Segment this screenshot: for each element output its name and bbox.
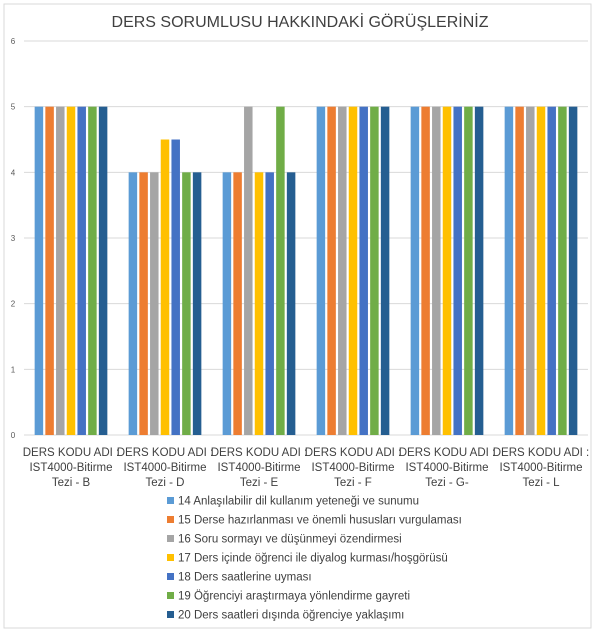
legend-entry: 20 Ders saatleri dışında öğrenciye yakla… xyxy=(178,610,404,622)
x-tick-label: IST4000-Bitirme xyxy=(405,462,488,474)
legend-swatch xyxy=(167,497,174,504)
x-tick-label: IST4000-Bitirme xyxy=(311,462,394,474)
bar xyxy=(547,106,556,436)
x-tick-label: Tezi - L xyxy=(522,477,560,489)
bar xyxy=(558,106,567,436)
gridlines: 0 1 2 3 4 5 6 xyxy=(11,37,588,440)
bar xyxy=(150,172,159,436)
bar xyxy=(421,106,430,436)
bar xyxy=(66,106,76,436)
bar xyxy=(410,106,420,436)
x-tick-label: Tezi - G- xyxy=(425,477,469,489)
bar xyxy=(464,106,473,436)
bar xyxy=(359,106,368,436)
bar xyxy=(327,106,336,436)
y-tick-label: 1 xyxy=(11,365,16,374)
x-tick-label: DERS KODU ADI : xyxy=(399,447,496,459)
x-tick-label: Tezi - B xyxy=(52,477,91,489)
y-tick-label: 2 xyxy=(11,300,16,309)
legend-swatch xyxy=(167,554,174,561)
bar xyxy=(370,106,379,436)
bar xyxy=(222,172,232,436)
bar xyxy=(128,172,138,436)
bar xyxy=(244,106,253,436)
x-tick-label: Tezi - D xyxy=(146,477,185,489)
bar xyxy=(233,172,242,436)
x-tick-label: Tezi - F xyxy=(334,477,372,489)
x-tick-label: DERS KODU ADI : xyxy=(117,447,214,459)
bar xyxy=(265,172,274,436)
bar xyxy=(171,139,180,435)
bars xyxy=(34,106,578,436)
x-tick-label: DERS KODU ADI : xyxy=(23,447,120,459)
bar xyxy=(88,106,97,436)
y-tick-label: 5 xyxy=(11,103,16,112)
chart-title: DERS SORUMLUSU HAKKINDAKİ GÖRÜŞLERİNİZ xyxy=(112,12,489,31)
y-tick-label: 0 xyxy=(11,431,16,440)
x-tick-label: IST4000-Bitirme xyxy=(29,462,112,474)
bar xyxy=(474,106,484,436)
bar xyxy=(348,106,358,436)
bar xyxy=(316,106,326,436)
bar xyxy=(192,172,202,436)
x-tick-label: IST4000-Bitirme xyxy=(123,462,206,474)
legend-entry: 18 Ders saatlerine uyması xyxy=(178,572,312,584)
y-tick-label: 6 xyxy=(11,37,16,46)
bar xyxy=(34,106,44,436)
bar xyxy=(77,106,86,436)
x-tick-label: DERS KODU ADI : xyxy=(305,447,402,459)
x-tick-label: IST4000-Bitirme xyxy=(217,462,300,474)
bar xyxy=(504,106,514,436)
bar xyxy=(536,106,546,436)
bar xyxy=(98,106,108,436)
x-tick-label: IST4000-Bitirme xyxy=(499,462,582,474)
bar xyxy=(338,106,347,436)
x-tick-label: DERS KODU ADI : xyxy=(493,447,590,459)
legend-entry: 19 Öğrenciyi araştırmaya yönlendirme gay… xyxy=(178,591,410,603)
legend-entry: 14 Anlaşılabilir dil kullanım yeteneği v… xyxy=(178,496,419,508)
bar xyxy=(526,106,535,436)
bar xyxy=(254,172,264,436)
legend-swatch xyxy=(167,592,174,599)
bar xyxy=(286,172,296,436)
legend-entry: 15 Derse hazırlanması ve önemli hususlar… xyxy=(178,515,462,527)
bar xyxy=(568,106,578,436)
x-tick-label: Tezi - E xyxy=(240,477,279,489)
x-tick-label: DERS KODU ADI : xyxy=(211,447,308,459)
bar xyxy=(182,172,191,436)
bar xyxy=(139,172,148,436)
y-tick-label: 3 xyxy=(11,234,16,243)
bar xyxy=(515,106,524,436)
bar xyxy=(276,106,285,436)
bar xyxy=(380,106,390,436)
bar xyxy=(45,106,54,436)
legend-swatch xyxy=(167,535,174,542)
bar xyxy=(160,139,170,435)
legend: 14 Anlaşılabilir dil kullanım yeteneği v… xyxy=(167,496,462,622)
bar xyxy=(453,106,462,436)
legend-entry: 17 Ders içinde öğrenci ile diyalog kurma… xyxy=(178,553,448,565)
legend-entry: 16 Soru sormayı ve düşünmeyi özendirmesi xyxy=(178,534,402,546)
bar xyxy=(442,106,452,436)
y-tick-label: 4 xyxy=(11,168,16,177)
bar xyxy=(56,106,65,436)
legend-swatch xyxy=(167,611,174,618)
legend-swatch xyxy=(167,516,174,523)
bar xyxy=(432,106,441,436)
legend-swatch xyxy=(167,573,174,580)
